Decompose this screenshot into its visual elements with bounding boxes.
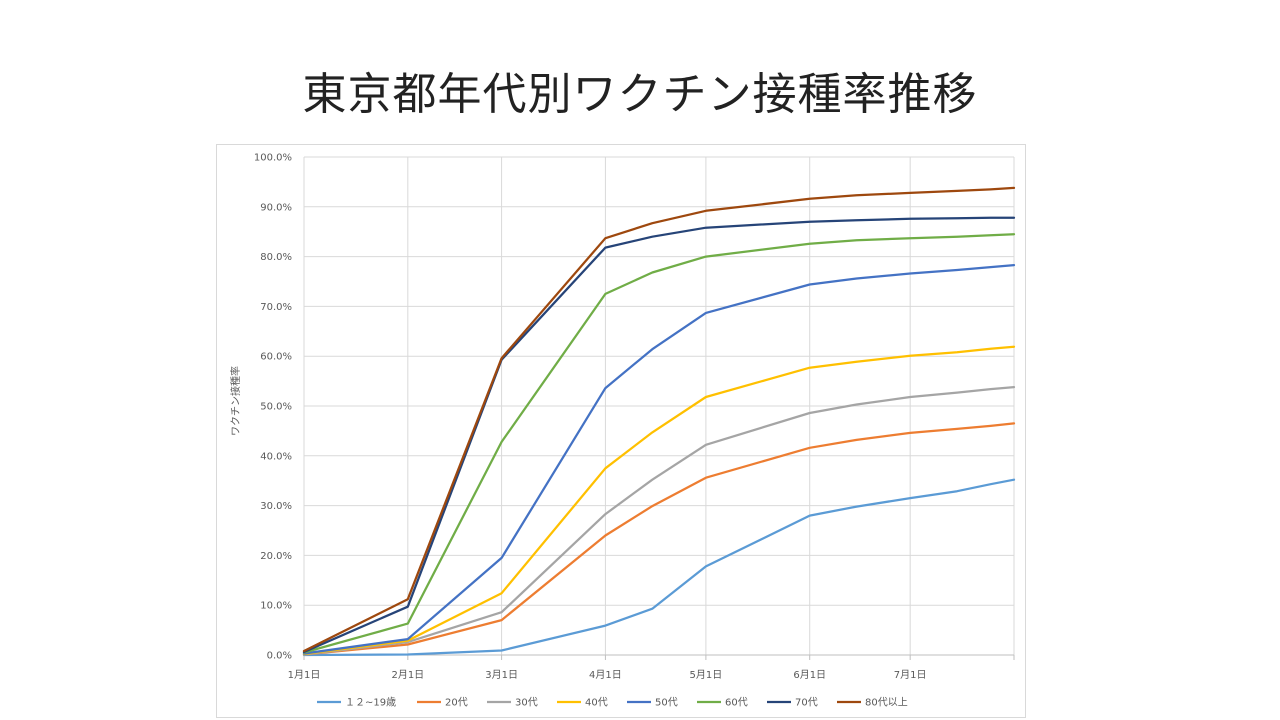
x-tick-label: 6月1日	[793, 669, 826, 681]
y-tick-label: 40.0%	[260, 451, 292, 462]
x-tick-label: 1月1日	[288, 669, 321, 681]
y-tick-label: 0.0%	[267, 651, 292, 662]
series-layer	[302, 186, 1016, 657]
legend-label-1: 20代	[445, 697, 468, 709]
legend: １２~19歳 20代 30代 40代 50代 60代 70代 80代以上	[317, 697, 908, 709]
y-tick-label: 60.0%	[260, 352, 292, 363]
series-line-1	[302, 422, 1016, 656]
x-tick-label: 7月1日	[894, 669, 927, 681]
chart-frame: 0.0% 10.0% 20.0% 30.0% 40.0% 50.0% 60.0% 70.0% 8…	[216, 144, 1026, 718]
x-tick-label: 5月1日	[690, 669, 723, 681]
series-line-5	[302, 233, 1016, 654]
series-line-6	[302, 216, 1016, 654]
y-tick-label: 50.0%	[260, 402, 292, 413]
legend-label-7: 80代以上	[865, 697, 908, 709]
y-tick-label: 100.0%	[254, 153, 292, 164]
slide-title: 東京都年代別ワクチン接種率推移	[302, 69, 978, 120]
series-line-3	[302, 345, 1016, 656]
series-line-7	[302, 186, 1016, 653]
line-chart: 0.0% 10.0% 20.0% 30.0% 40.0% 50.0% 60.0% 70.0% 8…	[229, 153, 1016, 709]
legend-label-4: 50代	[655, 697, 678, 709]
y-tick-label: 70.0%	[260, 302, 292, 313]
series-line-0	[302, 478, 1016, 657]
x-tick-label: 4月1日	[589, 669, 622, 681]
y-tick-label: 80.0%	[260, 252, 292, 263]
legend-label-2: 30代	[515, 697, 538, 709]
y-tick-label: 90.0%	[260, 202, 292, 213]
x-tick-label: 2月1日	[391, 669, 424, 681]
x-tick-label: 3月1日	[485, 669, 518, 681]
grid-layer	[303, 156, 1015, 656]
y-axis-title: ワクチン接種率	[229, 366, 242, 436]
legend-label-3: 40代	[585, 697, 608, 709]
series-line-4	[302, 263, 1016, 655]
legend-label-0: １２~19歳	[345, 697, 396, 709]
legend-label-5: 60代	[725, 697, 748, 709]
series-line-2	[302, 385, 1016, 656]
legend-label-6: 70代	[795, 697, 818, 709]
y-tick-label: 10.0%	[260, 601, 292, 612]
axis-layer: 0.0% 10.0% 20.0% 30.0% 40.0% 50.0% 60.0% 70.0% 8…	[254, 153, 1015, 681]
y-tick-label: 30.0%	[260, 501, 292, 512]
y-tick-label: 20.0%	[260, 551, 292, 562]
